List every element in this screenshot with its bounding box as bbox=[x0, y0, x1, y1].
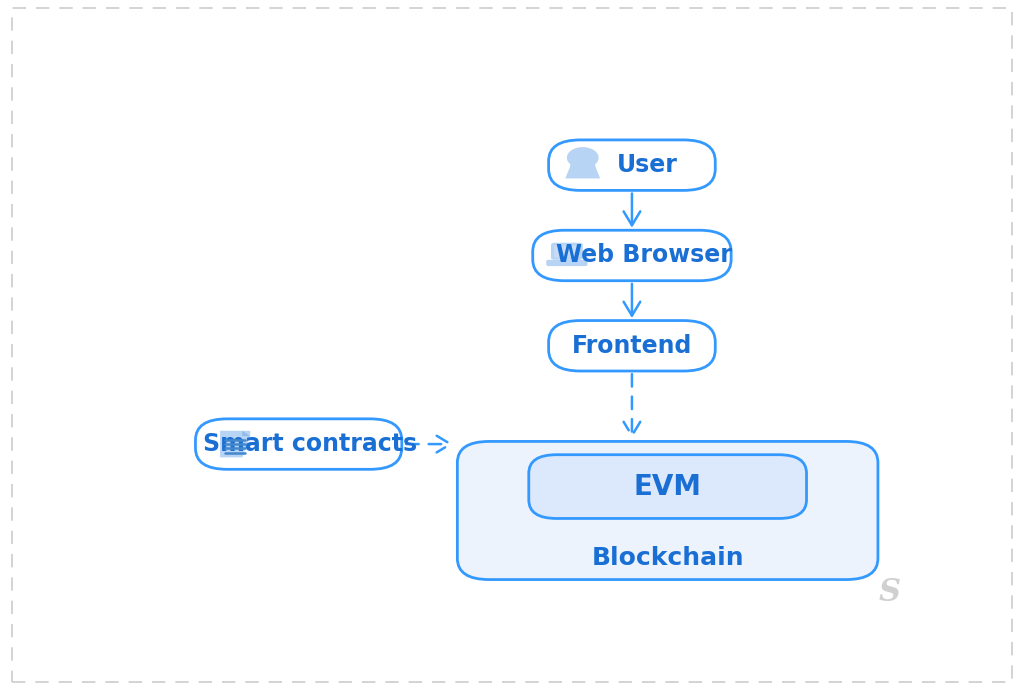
Polygon shape bbox=[565, 167, 600, 179]
Text: Web Browser: Web Browser bbox=[556, 244, 732, 268]
FancyArrowPatch shape bbox=[624, 374, 640, 435]
Polygon shape bbox=[243, 431, 250, 436]
FancyArrowPatch shape bbox=[624, 193, 640, 226]
FancyArrowPatch shape bbox=[624, 284, 640, 315]
FancyBboxPatch shape bbox=[551, 243, 583, 259]
Circle shape bbox=[570, 158, 595, 175]
FancyBboxPatch shape bbox=[458, 442, 878, 580]
FancyBboxPatch shape bbox=[532, 230, 731, 281]
FancyBboxPatch shape bbox=[549, 140, 715, 190]
Text: Frontend: Frontend bbox=[571, 334, 692, 358]
FancyBboxPatch shape bbox=[196, 419, 401, 469]
Text: Smart contracts: Smart contracts bbox=[204, 432, 418, 456]
Polygon shape bbox=[220, 431, 250, 457]
FancyBboxPatch shape bbox=[546, 259, 588, 266]
FancyBboxPatch shape bbox=[549, 321, 715, 371]
Circle shape bbox=[567, 147, 599, 168]
Text: EVM: EVM bbox=[634, 473, 701, 500]
FancyBboxPatch shape bbox=[554, 246, 580, 257]
Text: S: S bbox=[879, 578, 901, 609]
Text: User: User bbox=[617, 153, 678, 177]
FancyArrowPatch shape bbox=[407, 436, 451, 453]
Text: Blockchain: Blockchain bbox=[591, 546, 744, 571]
FancyBboxPatch shape bbox=[528, 455, 807, 518]
